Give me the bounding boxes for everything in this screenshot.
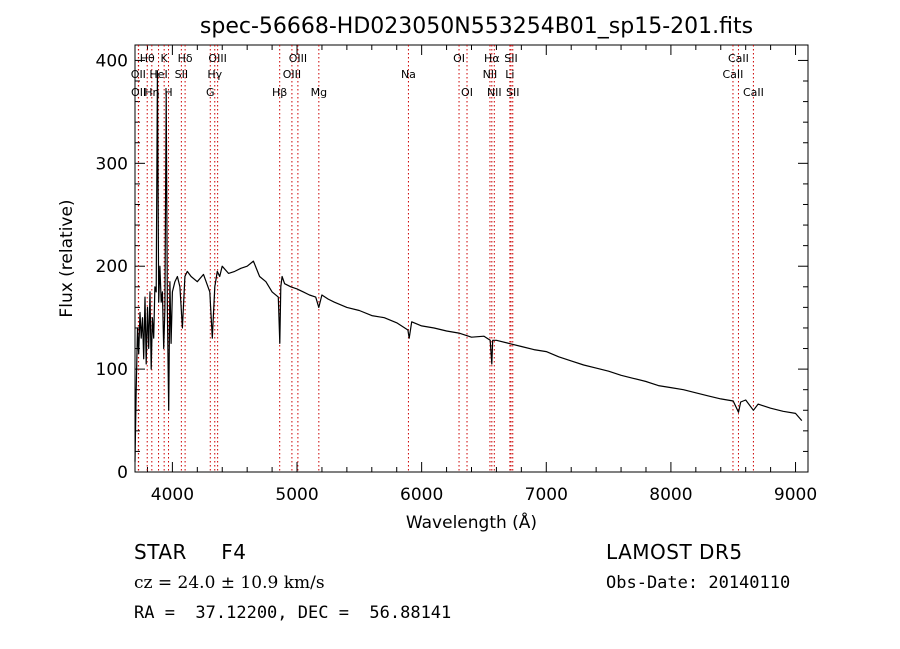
spectral-line-label: OI bbox=[453, 52, 465, 65]
spectral-line-label: CaII bbox=[723, 68, 744, 81]
y-tick-label: 400 bbox=[96, 51, 128, 71]
x-tick-label: 7000 bbox=[525, 485, 568, 505]
spectral-line-label: Hα bbox=[484, 52, 500, 65]
spectral-line-label: Mg bbox=[311, 86, 327, 99]
spectral-line-label: Hδ bbox=[178, 52, 193, 65]
redshift-velocity-label: cz = 24.0 ± 10.9 km/s bbox=[134, 573, 325, 593]
spectral-line-label: Hγ bbox=[207, 68, 222, 81]
spectral-line-label: K bbox=[161, 52, 169, 65]
coordinates-label: RA = 37.12200, DEC = 56.88141 bbox=[134, 603, 452, 623]
spectral-line-label: HeI bbox=[149, 68, 167, 81]
spectral-line-label: OII bbox=[131, 68, 146, 81]
x-tick-label: 5000 bbox=[275, 485, 318, 505]
spectral-line-label: OIII bbox=[208, 52, 226, 65]
spectrum-series-line bbox=[134, 70, 803, 462]
chart-title: spec-56668-HD023050N553254B01_sp15-201.f… bbox=[200, 14, 753, 39]
spectral-line-label: Hη bbox=[144, 86, 159, 99]
x-axis-label: Wavelength (Å) bbox=[406, 511, 537, 533]
spectral-line-label: Na bbox=[401, 68, 416, 81]
spectral-line-label: NII bbox=[483, 68, 498, 81]
spectral-line-label: G bbox=[206, 86, 215, 99]
x-tick-label: 8000 bbox=[649, 485, 692, 505]
observation-date-label: Obs-Date: 20140110 bbox=[606, 573, 791, 593]
x-tick-label: 9000 bbox=[774, 485, 817, 505]
spectral-line-label: CaII bbox=[743, 86, 764, 99]
spectral-line-label: NII bbox=[487, 86, 502, 99]
spectral-line-label: OII bbox=[131, 86, 146, 99]
survey-label: LAMOST DR5 bbox=[606, 540, 743, 564]
spectral-line-label: OIII bbox=[289, 52, 307, 65]
spectral-line-label: Hβ bbox=[272, 86, 287, 99]
spectral-line-label: Hθ bbox=[140, 52, 155, 65]
spectral-line-label: SII bbox=[175, 68, 188, 81]
object-class-label: STAR F4 bbox=[134, 540, 247, 564]
spectral-line-label: OI bbox=[461, 86, 473, 99]
y-tick-label: 100 bbox=[96, 360, 128, 380]
y-axis-label: Flux (relative) bbox=[57, 199, 77, 317]
spectral-line-label: OIII bbox=[283, 68, 301, 81]
plot-frame bbox=[134, 44, 809, 473]
y-tick-label: 0 bbox=[117, 463, 128, 483]
y-tick-label: 200 bbox=[96, 257, 128, 277]
spectral-line-label: Li bbox=[505, 68, 514, 81]
y-tick-label: 300 bbox=[96, 154, 128, 174]
spectral-line-label: SII bbox=[504, 52, 517, 65]
x-tick-label: 4000 bbox=[151, 485, 194, 505]
spectral-line-label: H bbox=[164, 86, 172, 99]
spectral-line-label: SII bbox=[506, 86, 519, 99]
x-tick-label: 6000 bbox=[400, 485, 443, 505]
spectral-line-label: CaII bbox=[728, 52, 749, 65]
